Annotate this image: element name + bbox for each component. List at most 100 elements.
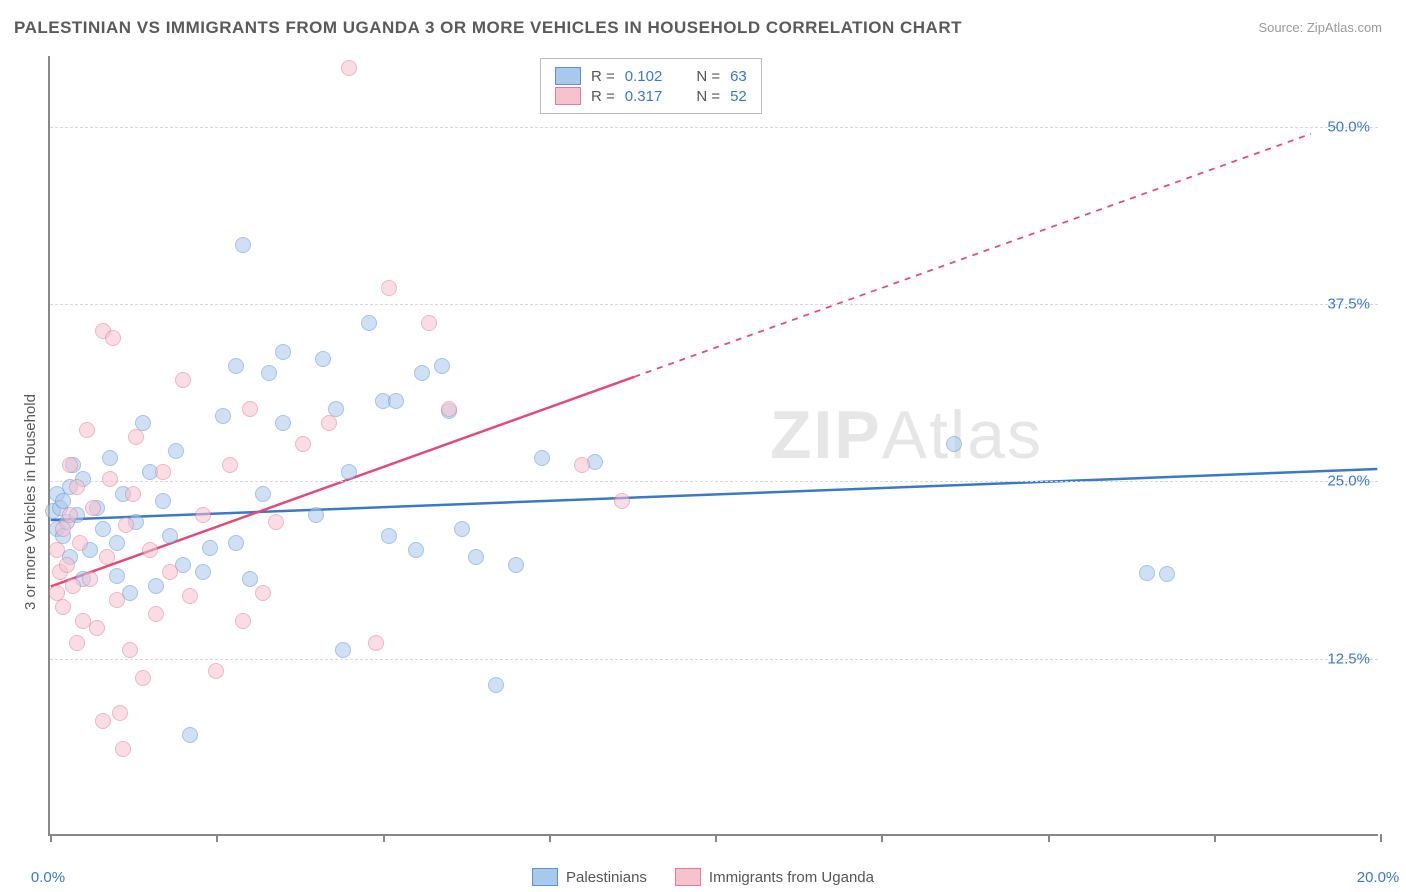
trend-line-dashed (634, 134, 1311, 377)
correlation-legend-row: R = 0.317 N = 52 (555, 87, 747, 105)
scatter-marker (99, 549, 115, 565)
scatter-marker (82, 571, 98, 587)
scatter-marker (242, 401, 258, 417)
scatter-marker (321, 415, 337, 431)
watermark: ZIPAtlas (770, 396, 1043, 474)
series-legend-label: Palestinians (566, 869, 647, 886)
y-tick-label: 37.5% (1327, 296, 1370, 313)
x-tick (1380, 834, 1382, 842)
y-tick-label: 12.5% (1327, 650, 1370, 667)
scatter-marker (79, 422, 95, 438)
scatter-marker (168, 443, 184, 459)
x-tick (216, 834, 218, 842)
scatter-marker (182, 588, 198, 604)
chart-title: PALESTINIAN VS IMMIGRANTS FROM UGANDA 3 … (14, 18, 962, 38)
scatter-marker (242, 571, 258, 587)
legend-r-value: 0.102 (625, 68, 663, 85)
scatter-marker (95, 713, 111, 729)
gridline-horizontal (50, 127, 1378, 128)
scatter-marker (49, 542, 65, 558)
trend-lines-layer (50, 56, 1378, 834)
scatter-marker (361, 315, 377, 331)
scatter-marker (109, 592, 125, 608)
scatter-marker (195, 507, 211, 523)
scatter-marker (222, 457, 238, 473)
scatter-marker (202, 540, 218, 556)
scatter-marker (381, 528, 397, 544)
scatter-marker (275, 415, 291, 431)
series-legend-label: Immigrants from Uganda (709, 869, 874, 886)
scatter-marker (128, 429, 144, 445)
scatter-marker (95, 521, 111, 537)
scatter-marker (228, 358, 244, 374)
scatter-marker (59, 557, 75, 573)
plot-area: ZIPAtlas 12.5% 25.0% 37.5% 50.0% (48, 56, 1378, 836)
legend-swatch (555, 67, 581, 85)
gridline-horizontal (50, 304, 1378, 305)
scatter-marker (155, 493, 171, 509)
scatter-marker (125, 486, 141, 502)
scatter-marker (62, 457, 78, 473)
x-tick (881, 834, 883, 842)
scatter-marker (295, 436, 311, 452)
scatter-marker (275, 344, 291, 360)
scatter-marker (148, 578, 164, 594)
scatter-marker (62, 507, 78, 523)
scatter-marker (115, 741, 131, 757)
scatter-marker (155, 464, 171, 480)
scatter-marker (55, 521, 71, 537)
scatter-marker (1159, 566, 1175, 582)
legend-swatch (532, 868, 558, 886)
scatter-marker (468, 549, 484, 565)
legend-n-label: N = (696, 68, 720, 85)
gridline-horizontal (50, 659, 1378, 660)
correlation-legend-row: R = 0.102 N = 63 (555, 67, 747, 85)
scatter-marker (308, 507, 324, 523)
scatter-marker (69, 479, 85, 495)
scatter-marker (614, 493, 630, 509)
scatter-marker (255, 585, 271, 601)
y-tick-label: 50.0% (1327, 118, 1370, 135)
scatter-marker (55, 599, 71, 615)
legend-n-label: N = (696, 88, 720, 105)
scatter-marker (112, 705, 128, 721)
x-tick (715, 834, 717, 842)
scatter-marker (1139, 565, 1155, 581)
legend-r-label: R = (591, 68, 615, 85)
scatter-marker (162, 528, 178, 544)
scatter-marker (135, 670, 151, 686)
scatter-marker (89, 620, 105, 636)
scatter-marker (434, 358, 450, 374)
scatter-marker (109, 535, 125, 551)
chart-container: PALESTINIAN VS IMMIGRANTS FROM UGANDA 3 … (0, 0, 1406, 892)
scatter-marker (255, 486, 271, 502)
scatter-marker (454, 521, 470, 537)
scatter-marker (182, 727, 198, 743)
scatter-marker (341, 464, 357, 480)
scatter-marker (534, 450, 550, 466)
scatter-marker (195, 564, 211, 580)
series-legend-item: Palestinians (532, 868, 647, 886)
scatter-marker (335, 642, 351, 658)
legend-n-value: 63 (730, 68, 747, 85)
y-tick-label: 25.0% (1327, 473, 1370, 490)
legend-r-value: 0.317 (625, 88, 663, 105)
scatter-marker (235, 613, 251, 629)
scatter-marker (381, 280, 397, 296)
legend-swatch (555, 87, 581, 105)
scatter-marker (228, 535, 244, 551)
scatter-marker (315, 351, 331, 367)
scatter-marker (208, 663, 224, 679)
scatter-marker (441, 401, 457, 417)
source-attribution: Source: ZipAtlas.com (1258, 20, 1382, 35)
scatter-marker (65, 578, 81, 594)
scatter-marker (122, 642, 138, 658)
scatter-marker (235, 237, 251, 253)
x-tick-label: 20.0% (1357, 869, 1400, 886)
legend-swatch (675, 868, 701, 886)
scatter-marker (85, 500, 101, 516)
scatter-marker (421, 315, 437, 331)
series-legend-item: Immigrants from Uganda (675, 868, 874, 886)
scatter-marker (69, 635, 85, 651)
scatter-marker (388, 393, 404, 409)
